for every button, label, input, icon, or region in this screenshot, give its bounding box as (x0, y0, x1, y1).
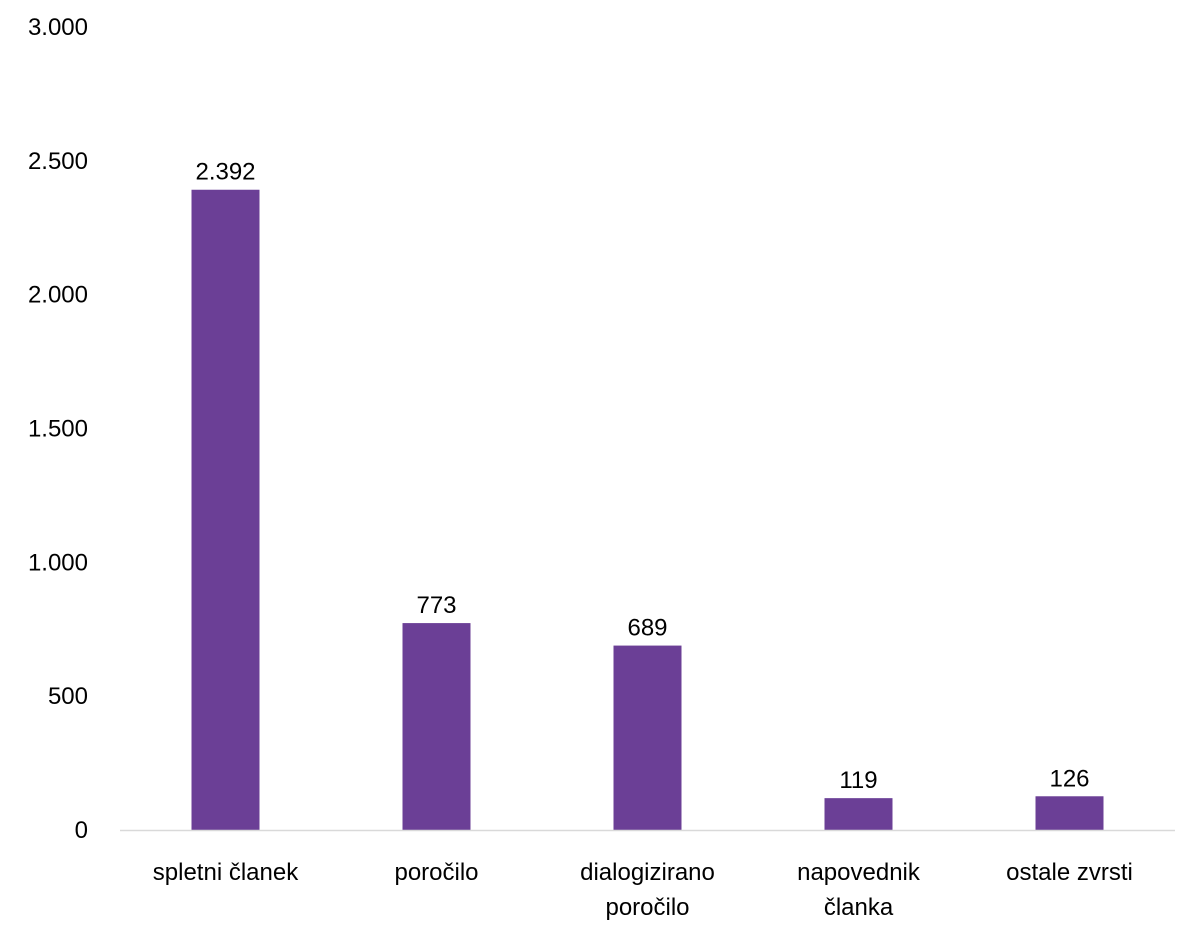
bar (613, 645, 682, 830)
x-category-label-line: poročilo (394, 859, 478, 886)
x-category-label: dialogizirano poročilo (580, 859, 715, 921)
x-category-label-line: članka (824, 894, 894, 921)
x-category-label-line: dialogizirano (580, 859, 715, 886)
x-axis-labels: spletni članek poročilo dialogizirano poroč… (153, 859, 1133, 921)
bar-value-label: 689 (627, 615, 667, 642)
value-labels-group: 2.392 773 689 119 126 (195, 159, 1089, 794)
bar-value-label: 2.392 (195, 159, 255, 186)
x-category-label-line: spletni članek (153, 859, 299, 886)
y-tick-label: 0 (75, 817, 88, 844)
bar (402, 623, 471, 830)
bar (824, 798, 893, 830)
x-category-label-line: ostale zvrsti (1006, 859, 1133, 886)
x-category-label: poročilo (394, 859, 478, 886)
bar-value-label: 773 (416, 592, 456, 619)
y-tick-label: 2.000 (28, 282, 88, 309)
bar-value-label: 119 (839, 767, 877, 794)
y-axis-ticks: 0 500 1.000 1.500 2.000 2.500 3.000 (28, 14, 88, 844)
y-tick-label: 1.000 (28, 549, 88, 576)
bars-group (191, 189, 1104, 830)
x-category-label-line: poročilo (605, 894, 689, 921)
bar-value-label: 126 (1049, 765, 1089, 792)
bar (1035, 796, 1104, 830)
y-tick-label: 500 (48, 683, 88, 710)
x-category-label-line: napovednik (797, 859, 921, 886)
y-tick-label: 3.000 (28, 14, 88, 41)
x-category-label: ostale zvrsti (1006, 859, 1133, 886)
bar (191, 189, 260, 830)
y-tick-label: 1.500 (28, 416, 88, 443)
x-category-label: napovednik članka (797, 859, 921, 921)
x-category-label: spletni članek (153, 859, 299, 886)
y-tick-label: 2.500 (28, 148, 88, 175)
